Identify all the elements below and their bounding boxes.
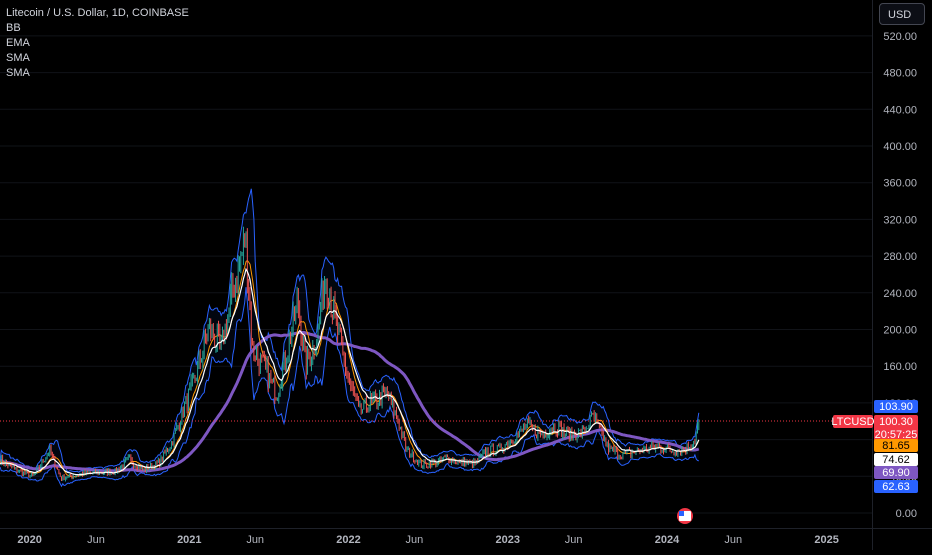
currency-button[interactable]: USD — [879, 3, 925, 25]
symbol-tag-label: LTCUSD — [831, 416, 874, 428]
ema-line — [0, 267, 700, 476]
price-tag-bg — [874, 415, 918, 441]
chart-legend: Litecoin / U.S. Dollar, 1D, COINBASE BB … — [6, 6, 189, 81]
y-tick-label: 160.00 — [883, 361, 917, 373]
price-tag-label: 103.90 — [879, 401, 913, 413]
ema-path — [0, 267, 700, 476]
events-marker[interactable] — [677, 508, 693, 524]
y-tick-label: 400.00 — [883, 141, 917, 153]
price-tag-label: 74.62 — [882, 454, 910, 466]
price-tag-bg — [874, 480, 918, 493]
bb-fill — [0, 188, 699, 487]
y-tick-label: 200.00 — [883, 325, 917, 337]
price-tag: 103.90 — [874, 400, 918, 413]
indicator-bb-label[interactable]: BB — [6, 22, 21, 34]
bb-lower-line — [0, 287, 699, 488]
x-tick-label: 2021 — [177, 534, 201, 546]
y-tick-label: 240.00 — [883, 288, 917, 300]
time-axis[interactable]: 2020 Jun 2021 Jun 2022 Jun 2023 Jun 2024 Jun 2025 — [0, 528, 932, 547]
indicator-ema-label[interactable]: EMA — [6, 37, 30, 49]
price-tag: 62.63 — [874, 480, 918, 493]
symbol-tag-bg — [833, 415, 873, 428]
price-tag-label: 69.90 — [882, 467, 910, 479]
x-tick-label: 2025 — [814, 534, 838, 546]
price-tag-label: 81.65 — [882, 440, 910, 452]
x-tick-label: 2022 — [336, 534, 360, 546]
y-tick-label: 0.00 — [896, 508, 917, 520]
price-tag-label: 100.30 — [879, 416, 913, 428]
x-tick-label: Jun — [565, 534, 583, 546]
x-tick-label: Jun — [87, 534, 105, 546]
indicator-sma-label[interactable]: SMA — [6, 52, 30, 64]
x-tick-label: Jun — [406, 534, 424, 546]
symbol-title[interactable]: Litecoin / U.S. Dollar, 1D, COINBASE — [6, 7, 189, 19]
flag-canton — [679, 511, 684, 516]
price-tag: 69.90 — [874, 466, 918, 479]
price-tag-bg — [874, 439, 918, 452]
price-tag-bg — [874, 453, 918, 466]
x-tick-label: Jun — [724, 534, 742, 546]
grid — [0, 35, 872, 514]
price-tag-bg — [874, 400, 918, 413]
y-tick-label: 520.00 — [883, 31, 917, 43]
indicator-sma-label[interactable]: SMA — [6, 67, 30, 79]
price-tag: 74.62 — [874, 453, 918, 466]
price-tag-label: 62.63 — [882, 481, 910, 493]
y-tick-label: 480.00 — [883, 68, 917, 80]
x-tick-label: 2023 — [496, 534, 520, 546]
x-tick-label: 2024 — [655, 534, 680, 546]
y-tick-label: 360.00 — [883, 178, 917, 190]
y-tick-label: 320.00 — [883, 214, 917, 226]
price-tag: 81.65 — [874, 439, 918, 452]
price-tag-countdown: 20:57:25 — [875, 429, 918, 441]
x-tick-label: 2020 — [17, 534, 41, 546]
x-tick-label: Jun — [246, 534, 264, 546]
y-tick-label: 280.00 — [883, 251, 917, 263]
y-tick-label: 440.00 — [883, 104, 917, 116]
price-tag-bg — [874, 466, 918, 479]
price-tags: 103.90100.3020:57:25LTCUSD81.6574.6269.9… — [831, 400, 918, 493]
